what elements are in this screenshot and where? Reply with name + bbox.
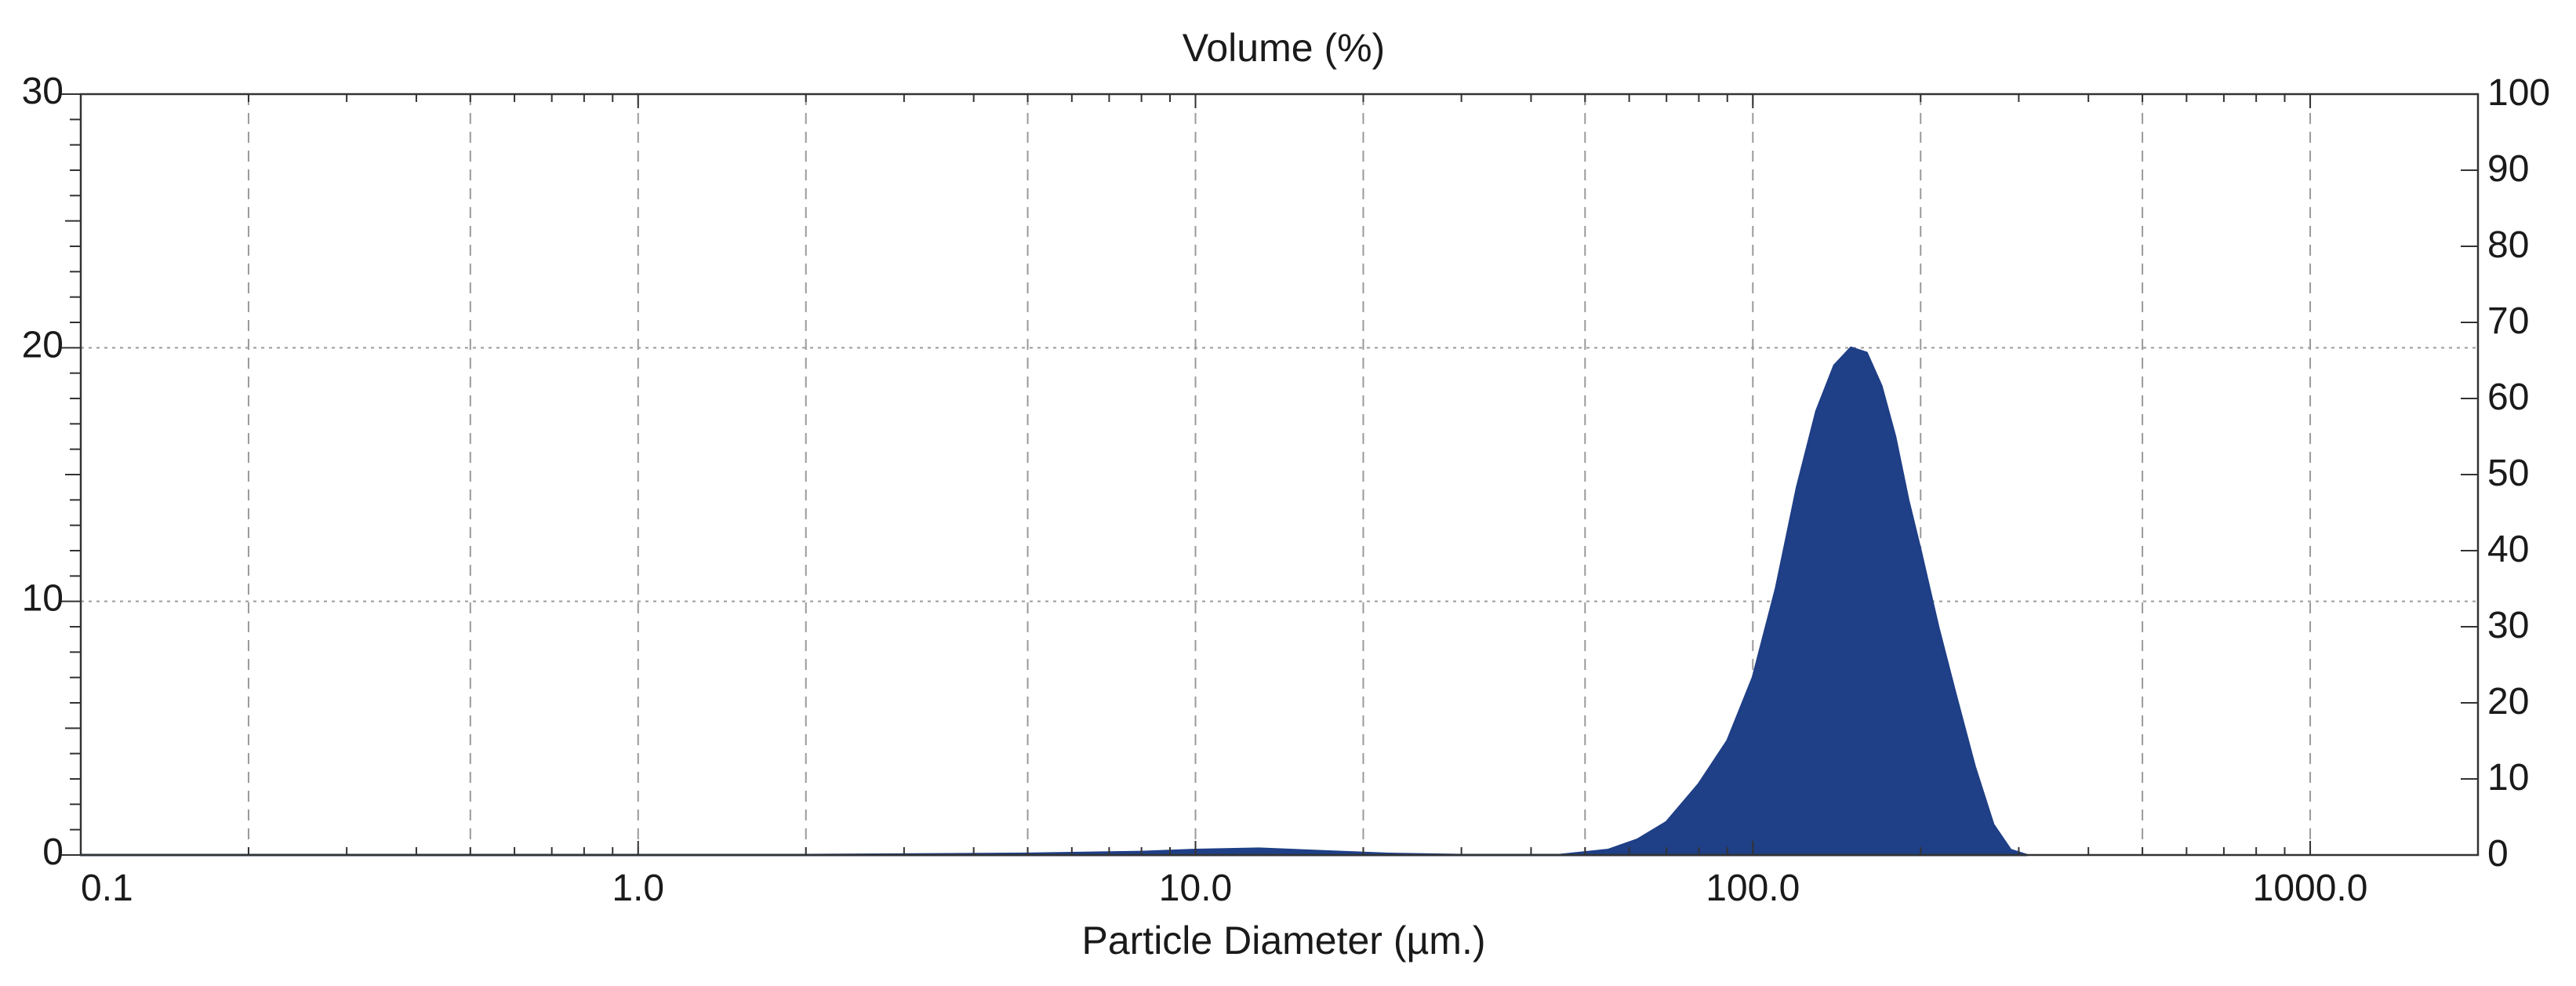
y-tick-label: 30 bbox=[22, 71, 64, 112]
y2-tick-label: 60 bbox=[2487, 377, 2529, 418]
y2-tick-label: 30 bbox=[2487, 605, 2529, 646]
y2-tick-label: 40 bbox=[2487, 529, 2529, 570]
y2-tick-label: 70 bbox=[2487, 300, 2529, 342]
chart-title: Volume (%) bbox=[1183, 26, 1385, 70]
y2-tick-label: 0 bbox=[2487, 833, 2509, 875]
y2-tick-label: 10 bbox=[2487, 757, 2529, 799]
x-tick-label: 1.0 bbox=[612, 868, 664, 909]
y-tick-label: 10 bbox=[22, 578, 64, 620]
x-tick-label: 10.0 bbox=[1159, 868, 1232, 909]
plot-frame bbox=[79, 93, 2480, 857]
x-tick-label: 0.1 bbox=[81, 868, 133, 909]
y-tick-label: 0 bbox=[42, 831, 64, 873]
x-axis-label: Particle Diameter (µm.) bbox=[1082, 919, 1486, 962]
x-tick-label: 100.0 bbox=[1706, 868, 1800, 909]
volume-distribution-area bbox=[79, 346, 2028, 857]
y2-tick-label: 100 bbox=[2487, 72, 2550, 114]
y2-tick-label: 50 bbox=[2487, 453, 2529, 494]
series-layer bbox=[79, 346, 2028, 857]
y-tick-label: 20 bbox=[22, 324, 64, 366]
y2-tick-label: 80 bbox=[2487, 224, 2529, 266]
x-tick-label: 1000.0 bbox=[2253, 868, 2368, 909]
grid-layer bbox=[81, 94, 2478, 855]
axis-layer: 0 10 20 30 0 10 20 30 40 50 60 70 80 90 100 0.1 1.0 10.0 1… bbox=[22, 71, 2550, 909]
y2-tick-label: 20 bbox=[2487, 681, 2529, 722]
y2-tick-label: 90 bbox=[2487, 148, 2529, 190]
